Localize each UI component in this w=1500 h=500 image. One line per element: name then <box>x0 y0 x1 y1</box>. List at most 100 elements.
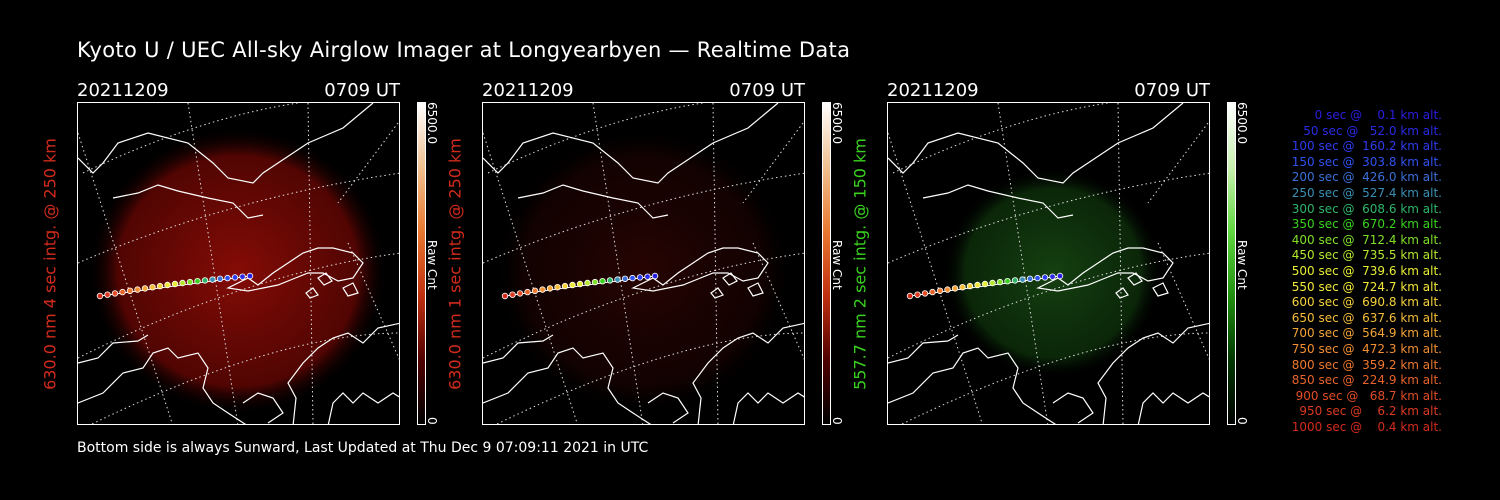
trajectory-point <box>149 283 156 291</box>
panel-date: 20211209 <box>482 80 574 101</box>
trajectory-point <box>239 273 246 280</box>
trajectory-point <box>951 285 959 292</box>
legend-entry: 550 sec @ 724.7 km alt. <box>1287 279 1442 294</box>
footer-status: Bottom side is always Sunward, Last Upda… <box>77 440 649 456</box>
colorbar-min-label: 0 <box>830 417 844 425</box>
trajectory-point <box>576 280 584 288</box>
trajectory-point <box>141 285 149 292</box>
legend-entry: 950 sec @ 6.2 km alt. <box>1295 404 1442 419</box>
legend-entry: 850 sec @ 224.9 km alt. <box>1287 373 1442 388</box>
trajectory-point <box>584 279 591 287</box>
trajectory-point <box>614 276 621 283</box>
airglow-panel-630-1s: 20211209 0709 UT 630.0 nm 1 sec intg. @ … <box>446 80 844 432</box>
trajectory-point <box>1011 277 1019 284</box>
trajectory-point <box>989 279 996 287</box>
trajectory-point <box>644 273 651 280</box>
trajectory-point <box>111 290 119 297</box>
trajectory-point <box>179 279 186 287</box>
trajectory-point <box>231 274 239 281</box>
trajectory-point <box>216 275 224 282</box>
trajectory-point <box>996 278 1004 286</box>
allsky-image <box>482 102 805 425</box>
legend-entry: 800 sec @ 359.2 km alt. <box>1287 357 1442 372</box>
colorbar-max-label: 6500.0 <box>1235 102 1249 144</box>
trajectory-point <box>1026 275 1034 282</box>
trajectory-point <box>209 276 216 283</box>
legend-entry: 600 sec @ 690.8 km alt. <box>1287 295 1442 310</box>
trajectory-point <box>156 282 164 290</box>
colorbar-min-label: 0 <box>1235 417 1249 425</box>
trajectory-point <box>531 287 539 294</box>
panel-time: 0709 UT <box>324 80 400 101</box>
trajectory-point <box>914 291 921 298</box>
trajectory-point <box>516 290 524 297</box>
trajectory-point <box>599 277 606 285</box>
airglow-panel-630-4s: 20211209 0709 UT 630.0 nm 4 sec intg. @ … <box>41 80 439 432</box>
trajectory-point <box>966 282 974 290</box>
legend-entry: 200 sec @ 426.0 km alt. <box>1287 170 1442 185</box>
colorbar-unit-label: Raw Cnt <box>1235 240 1249 290</box>
legend-entry: 0 sec @ 0.1 km alt. <box>1303 108 1442 122</box>
airglow-panel-557-2s: 20211209 0709 UT 557.7 nm 2 sec intg. @ … <box>851 80 1249 432</box>
trajectory-point <box>1004 277 1011 285</box>
legend-entry: 450 sec @ 735.5 km alt. <box>1287 248 1442 263</box>
legend-entry: 700 sec @ 564.9 km alt. <box>1287 326 1442 341</box>
trajectory-point <box>134 286 141 293</box>
colorbar-unit-label: Raw Cnt <box>830 240 844 290</box>
page-title: Kyoto U / UEC All-sky Airglow Imager at … <box>77 38 851 62</box>
panel-time: 0709 UT <box>729 80 805 101</box>
trajectory-point <box>501 292 509 300</box>
panel-time: 0709 UT <box>1134 80 1210 101</box>
trajectory-point <box>636 274 644 281</box>
trajectory-point <box>981 280 989 288</box>
legend-entry: 100 sec @ 160.2 km alt. <box>1287 139 1442 154</box>
trajectory-point <box>569 281 576 289</box>
trajectory-point <box>201 277 209 284</box>
trajectory-point <box>1034 274 1041 282</box>
trajectory-legend: 0 sec @ 0.1 km alt. 50 sec @ 52.0 km alt… <box>1262 108 1442 435</box>
trajectory-point <box>224 274 231 282</box>
legend-entry: 1000 sec @ 0.4 km alt. <box>1291 419 1442 434</box>
trajectory-point <box>119 288 126 296</box>
trajectory-point <box>561 282 569 290</box>
trajectory-point <box>1019 276 1026 283</box>
panel-date: 20211209 <box>887 80 979 101</box>
trajectory-point <box>906 292 914 300</box>
trajectory-point <box>1041 274 1049 281</box>
trajectory-point <box>194 277 201 285</box>
colorbar-unit-label: Raw Cnt <box>425 240 439 290</box>
legend-entry: 150 sec @ 303.8 km alt. <box>1287 154 1442 169</box>
panel-side-label: 630.0 nm 1 sec intg. @ 250 km <box>445 137 465 390</box>
trajectory-point <box>509 291 516 298</box>
panel-side-label: 557.7 nm 2 sec intg. @ 150 km <box>850 137 870 390</box>
trajectory-point <box>96 292 104 300</box>
legend-entry: 250 sec @ 527.4 km alt. <box>1287 185 1442 200</box>
trajectory-point <box>936 287 944 294</box>
allsky-image <box>77 102 400 425</box>
trajectory-point <box>1049 273 1056 280</box>
trajectory-point <box>104 291 111 298</box>
trajectory-point <box>1056 272 1064 280</box>
trajectory-point <box>171 280 179 288</box>
legend-entry: 650 sec @ 637.6 km alt. <box>1287 310 1442 325</box>
legend-entry: 300 sec @ 608.6 km alt. <box>1287 201 1442 216</box>
trajectory-point <box>539 286 546 293</box>
trajectory-point <box>944 286 951 293</box>
legend-entry: 750 sec @ 472.3 km alt. <box>1287 341 1442 356</box>
legend-entry: 900 sec @ 68.7 km alt. <box>1291 388 1442 403</box>
trajectory-point <box>606 277 614 284</box>
trajectory-point <box>524 288 531 296</box>
trajectory-point <box>164 281 171 289</box>
trajectory-point <box>186 278 194 286</box>
allsky-image <box>887 102 1210 425</box>
colorbar <box>417 102 426 425</box>
colorbar-min-label: 0 <box>425 417 439 425</box>
panel-date: 20211209 <box>77 80 169 101</box>
trajectory-point <box>621 275 629 282</box>
trajectory-point <box>246 272 254 280</box>
legend-entry: 500 sec @ 739.6 km alt. <box>1287 263 1442 278</box>
trajectory-point <box>546 285 554 292</box>
trajectory-point <box>126 287 134 294</box>
panel-side-label: 630.0 nm 4 sec intg. @ 250 km <box>40 137 60 390</box>
trajectory-point <box>921 290 929 297</box>
